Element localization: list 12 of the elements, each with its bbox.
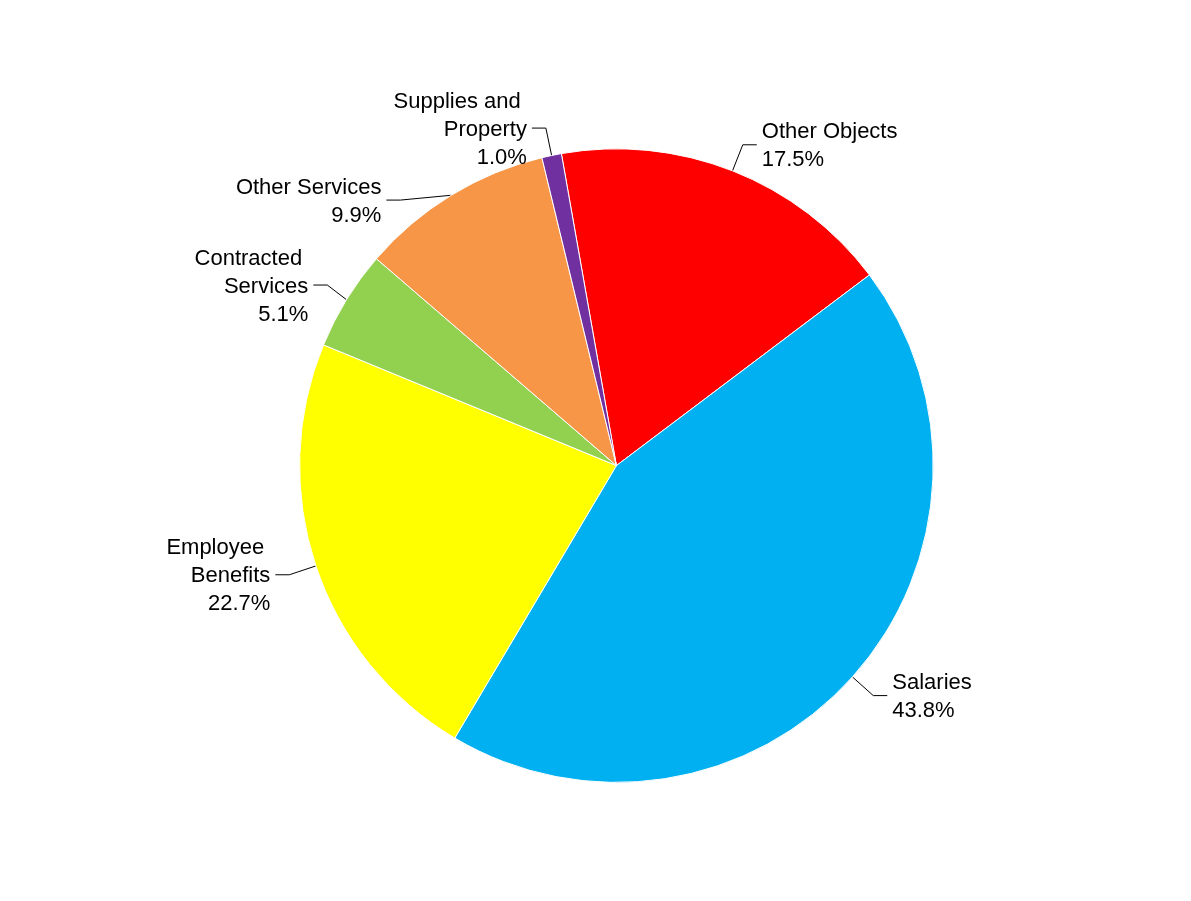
slice-label: Employee Benefits [166,534,271,588]
data-label: 43.8% [892,697,955,723]
slice-label: Contracted Services [194,244,309,298]
slice-label: Other Objects [761,118,898,144]
data-label: 17.5% [761,146,825,172]
slice-label: Supplies and Property [393,87,527,141]
data-label: 5.1% [258,300,309,326]
slice-label: Other Services [235,173,382,199]
slice-label: Salaries [892,669,972,695]
data-label: 1.0% [476,143,527,169]
data-label: 9.9% [331,201,382,227]
data-label: 22.7% [207,590,271,616]
